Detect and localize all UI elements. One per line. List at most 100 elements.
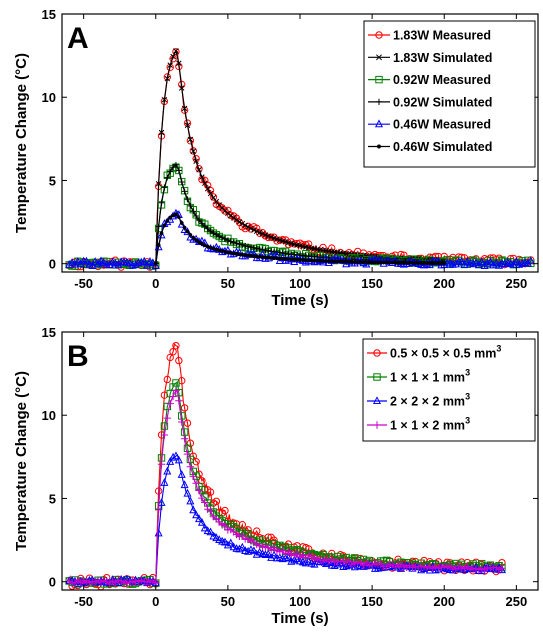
data-point	[167, 168, 174, 175]
data-point	[245, 243, 251, 250]
data-point	[200, 523, 209, 532]
series-0-46w-simulated	[153, 212, 447, 266]
legend-superscript: 3	[496, 344, 501, 354]
data-point	[73, 256, 82, 265]
x-tick-label: 0	[152, 594, 159, 609]
data-point	[253, 527, 261, 535]
data-point	[180, 404, 189, 412]
data-point	[477, 566, 486, 575]
legend-marker	[375, 31, 383, 39]
data-point	[272, 553, 281, 562]
data-point	[157, 497, 166, 506]
data-point	[154, 487, 163, 495]
data-point	[233, 217, 240, 223]
data-point	[91, 257, 100, 265]
x-tick-label: 150	[361, 594, 383, 609]
x-tick-label: 250	[506, 276, 528, 291]
data-point	[186, 463, 195, 471]
data-point	[176, 215, 181, 220]
data-point	[188, 233, 193, 237]
data-point	[161, 184, 168, 191]
data-point	[223, 540, 232, 549]
data-point	[162, 223, 167, 228]
data-point	[174, 455, 183, 464]
data-point	[265, 233, 272, 239]
data-point	[526, 256, 535, 265]
data-point	[210, 195, 217, 201]
data-point	[171, 451, 180, 460]
data-point	[362, 259, 371, 268]
series-layer	[65, 341, 506, 590]
data-point	[166, 353, 174, 362]
data-point	[183, 488, 192, 497]
data-point	[175, 356, 183, 365]
series-layer	[65, 48, 535, 271]
data-point	[253, 245, 260, 252]
data-point	[480, 261, 489, 269]
data-point	[160, 391, 169, 399]
data-point	[262, 232, 269, 238]
data-point	[168, 215, 173, 220]
legend-marker	[376, 144, 382, 149]
legend: 0.5 × 0.5 × 0.5 mm3 1 × 1 × 1 mm3 2 × 2 × …	[362, 338, 536, 442]
data-point	[182, 225, 187, 230]
data-point	[251, 227, 257, 233]
data-point	[163, 375, 171, 384]
x-tick-label: 100	[289, 594, 311, 609]
x-tick-label: -50	[74, 594, 93, 609]
data-point	[201, 498, 209, 507]
data-point	[190, 208, 197, 215]
data-point	[281, 553, 290, 562]
data-point	[236, 219, 243, 225]
data-point	[161, 96, 168, 103]
data-point	[172, 379, 180, 387]
data-point	[500, 259, 509, 267]
data-point	[155, 181, 162, 187]
legend-marker	[375, 98, 383, 105]
data-point	[227, 238, 234, 245]
data-point	[230, 215, 237, 221]
legend-marker	[375, 75, 383, 84]
data-point	[248, 225, 254, 232]
data-point	[176, 60, 182, 67]
data-point	[249, 546, 258, 555]
data-point	[199, 174, 205, 180]
legend-marker	[372, 396, 382, 405]
data-point	[486, 257, 495, 266]
data-point	[195, 514, 204, 523]
data-point	[304, 556, 313, 565]
data-point	[239, 242, 246, 248]
legend-entry: 1 × 1 × 2 mm3	[390, 416, 470, 433]
data-point	[202, 180, 208, 187]
y-tick-label: 10	[42, 408, 56, 423]
data-point	[242, 242, 249, 249]
legend-entry: 0.46W Measured	[393, 118, 491, 132]
data-point	[190, 148, 197, 155]
y-tick-label: 10	[42, 90, 56, 105]
data-point	[169, 392, 177, 401]
data-point	[194, 238, 199, 242]
data-point	[221, 207, 229, 215]
legend-marker	[374, 119, 384, 128]
legend-box	[363, 20, 536, 168]
legend-superscript: 3	[465, 368, 470, 378]
data-point	[183, 419, 192, 427]
data-point	[330, 561, 339, 569]
data-point	[420, 260, 429, 269]
data-point	[204, 185, 211, 192]
data-point	[192, 479, 200, 487]
data-point	[163, 466, 172, 475]
data-point	[206, 527, 215, 536]
y-tick-label: 15	[42, 7, 56, 22]
data-point	[518, 259, 527, 267]
data-point	[173, 161, 179, 168]
data-point	[221, 521, 229, 530]
data-point	[284, 553, 293, 561]
data-point	[187, 202, 194, 209]
data-point	[252, 549, 261, 558]
data-point	[206, 488, 215, 496]
data-point	[175, 167, 182, 174]
data-point	[197, 240, 201, 244]
data-point	[212, 533, 221, 542]
data-point	[185, 229, 190, 234]
